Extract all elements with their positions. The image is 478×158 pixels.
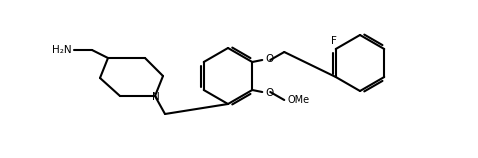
- Text: H₂N: H₂N: [53, 45, 72, 55]
- Text: O: O: [265, 88, 273, 98]
- Text: OMe: OMe: [287, 95, 309, 105]
- Text: F: F: [331, 36, 337, 46]
- Text: O: O: [265, 54, 273, 64]
- Text: N: N: [152, 92, 160, 102]
